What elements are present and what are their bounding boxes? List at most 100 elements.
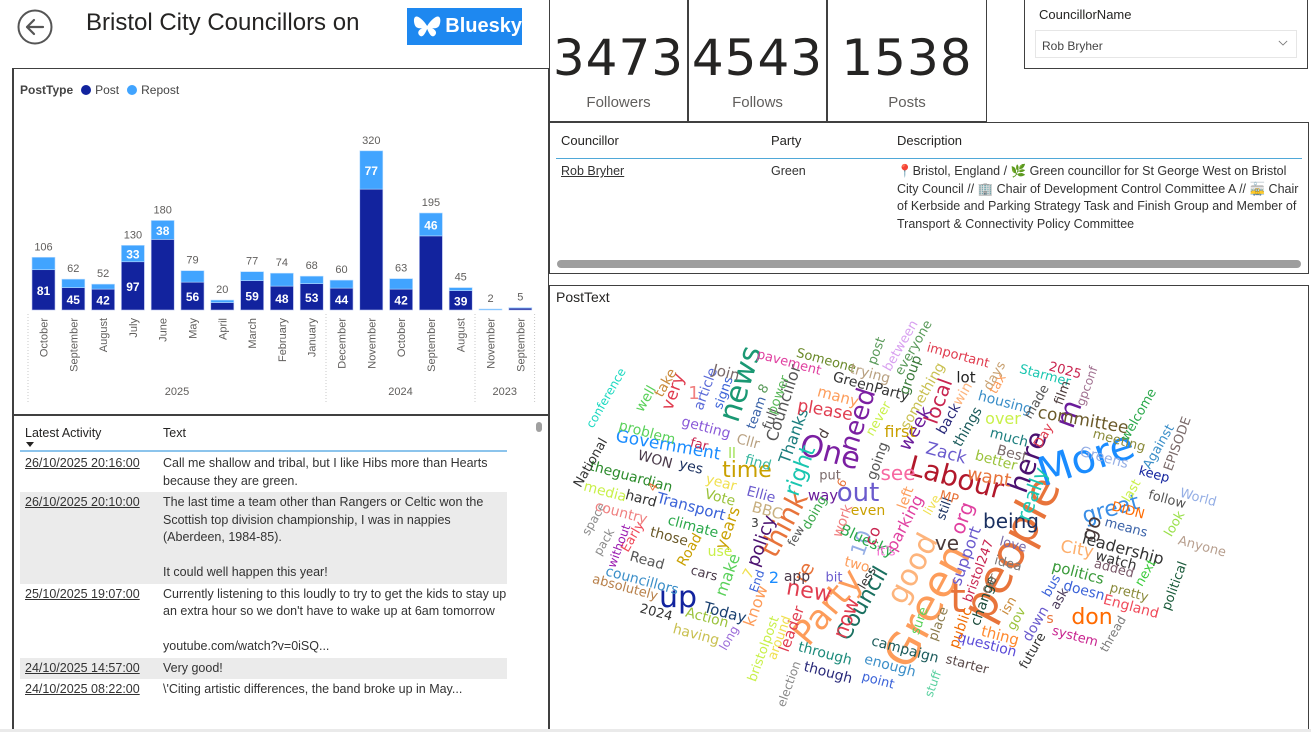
bar-total-label: 60 bbox=[335, 264, 347, 276]
wordcloud-word[interactable]: it's bbox=[876, 544, 896, 560]
bar-repost[interactable] bbox=[61, 278, 86, 288]
legend-post-marker[interactable] bbox=[81, 85, 92, 95]
bar-repost[interactable] bbox=[150, 220, 175, 240]
x-axis-month-label: September bbox=[426, 318, 438, 372]
legend-repost-label[interactable]: Repost bbox=[141, 83, 180, 97]
bar-post[interactable] bbox=[359, 188, 384, 311]
column-header-party[interactable]: Party bbox=[771, 133, 802, 148]
x-axis-year-label: 2025 bbox=[165, 386, 189, 398]
table-row[interactable]: 24/10/2025 14:57:00 Very good! bbox=[20, 657, 507, 679]
table-row[interactable]: 25/10/2025 19:07:00 Currently listening t… bbox=[20, 584, 507, 658]
wordcloud-word[interactable]: time bbox=[722, 458, 772, 483]
wordcloud-word[interactable]: Ellie bbox=[744, 483, 778, 507]
bar-total-label: 5 bbox=[517, 292, 523, 304]
column-header-councillor[interactable]: Councillor bbox=[561, 133, 619, 148]
bar-repost[interactable] bbox=[329, 279, 354, 289]
wordcloud-word[interactable]: app bbox=[783, 569, 811, 585]
bar-post[interactable] bbox=[419, 235, 443, 311]
legend-post-label[interactable]: Post bbox=[95, 83, 120, 97]
column-header-text[interactable]: Text bbox=[163, 426, 186, 440]
wordcloud-word[interactable]: out bbox=[836, 478, 880, 508]
wordcloud-word[interactable]: even bbox=[850, 503, 886, 519]
table-row[interactable]: 26/10/2025 20:10:00 The last time a team … bbox=[20, 492, 507, 584]
wordcloud-word[interactable]: far bbox=[688, 435, 710, 455]
sort-descending-icon[interactable] bbox=[26, 442, 34, 447]
wordcloud-word[interactable]: Read bbox=[627, 548, 667, 574]
bar-repost[interactable] bbox=[419, 212, 443, 237]
chart-legend: PostType Post Repost bbox=[20, 83, 179, 97]
table-row[interactable]: 26/10/2025 20:16:00 Call me shallow and t… bbox=[20, 453, 507, 492]
activity-date-link[interactable]: 25/10/2025 19:07:00 bbox=[25, 586, 140, 601]
x-axis-month-label: April bbox=[217, 318, 229, 340]
column-header-description[interactable]: Description bbox=[897, 133, 963, 148]
back-button[interactable] bbox=[16, 8, 54, 46]
x-axis-month-label: March bbox=[247, 318, 259, 349]
post-text-wordcloud: PostText people Green More Party good Labour O… bbox=[549, 285, 1309, 730]
activity-date-link[interactable]: 26/10/2025 20:10:00 bbox=[25, 495, 140, 509]
activity-date-link[interactable]: 24/10/2025 08:22:00 bbox=[25, 682, 140, 696]
wordcloud-word[interactable]: lot bbox=[956, 368, 976, 387]
wordcloud-word[interactable]: starter bbox=[943, 652, 991, 678]
wordcloud-word[interactable]: 1 bbox=[688, 383, 700, 404]
wordcloud-word[interactable]: over bbox=[985, 409, 1021, 428]
wordcloud-word[interactable]: election bbox=[774, 659, 804, 709]
wordcloud-word[interactable]: put bbox=[819, 468, 841, 484]
wordcloud-word[interactable]: up bbox=[658, 580, 698, 615]
bar-repost[interactable] bbox=[121, 245, 145, 263]
bar-repost[interactable] bbox=[478, 308, 503, 311]
wordcloud-word[interactable]: 3 bbox=[751, 516, 759, 530]
wordcloud-word[interactable]: bit bbox=[825, 570, 843, 586]
bar-chart-svg: 10681October6245September5242August13097… bbox=[27, 135, 536, 404]
bar-total-label: 52 bbox=[97, 268, 109, 280]
kpi-label: Followers bbox=[586, 94, 651, 111]
wordcloud-word[interactable]: first bbox=[884, 422, 916, 441]
wordcloud-word[interactable]: t bbox=[950, 576, 966, 622]
wordcloud-word[interactable]: welcome bbox=[1118, 386, 1160, 444]
wordcloud-word[interactable]: 2 bbox=[768, 568, 780, 587]
wordcloud-word[interactable]: political bbox=[1159, 559, 1191, 613]
horizontal-scrollbar[interactable] bbox=[557, 260, 1301, 268]
bar-post[interactable] bbox=[210, 302, 235, 311]
wordcloud-word[interactable]: see bbox=[880, 461, 916, 485]
wordcloud-word[interactable]: 8 bbox=[755, 381, 773, 397]
kpi-value: 4543 bbox=[691, 29, 824, 87]
wordcloud-word[interactable]: last bbox=[1119, 477, 1145, 505]
wordcloud-word[interactable]: stuff bbox=[921, 668, 945, 700]
wordcloud-word[interactable]: way bbox=[807, 486, 839, 505]
wordcloud-word[interactable]: use bbox=[707, 544, 733, 560]
bar-repost[interactable] bbox=[210, 299, 235, 303]
wordcloud-word[interactable]: s bbox=[1046, 611, 1054, 627]
bluesky-logo: Bluesky bbox=[407, 8, 522, 45]
councillor-name-link[interactable]: Rob Bryher bbox=[561, 164, 625, 178]
bar-repost[interactable] bbox=[240, 271, 264, 281]
wordcloud-word[interactable]: Cllr bbox=[734, 431, 762, 453]
x-axis-year-label: 2023 bbox=[493, 386, 517, 398]
wordcloud-word[interactable]: being bbox=[983, 509, 1039, 533]
bluesky-logo-text: Bluesky bbox=[445, 15, 522, 37]
bar-repost[interactable] bbox=[31, 256, 56, 271]
activity-date-link[interactable]: 26/10/2025 20:16:00 bbox=[25, 456, 140, 470]
column-header-latest-activity[interactable]: Latest Activity bbox=[25, 426, 102, 440]
table-row[interactable]: 24/10/2025 08:22:00 \'Citing artistic dif… bbox=[20, 679, 507, 701]
bar-repost[interactable] bbox=[270, 272, 294, 287]
wordcloud-word[interactable]: ve bbox=[934, 531, 960, 555]
wordcloud-word[interactable]: don bbox=[1071, 605, 1113, 630]
post-text: Very good! bbox=[163, 660, 223, 675]
bar-repost[interactable] bbox=[389, 278, 413, 290]
post-text: Currently listening to this loudly to tr… bbox=[163, 586, 507, 654]
bar-post[interactable] bbox=[150, 239, 175, 311]
bar-repost[interactable] bbox=[180, 270, 205, 283]
wordcloud-word[interactable]: Anyone bbox=[1176, 533, 1228, 561]
bar-post-label: 42 bbox=[394, 294, 408, 308]
bar-total-label: 20 bbox=[216, 284, 228, 296]
councillor-dropdown[interactable]: Rob Bryher bbox=[1035, 30, 1297, 58]
x-axis-year-label: 2024 bbox=[388, 386, 412, 398]
bar-repost[interactable] bbox=[359, 150, 384, 190]
wordcloud-word[interactable]: ll bbox=[728, 446, 736, 462]
bar-repost[interactable] bbox=[448, 287, 473, 291]
activity-date-link[interactable]: 24/10/2025 14:57:00 bbox=[25, 660, 140, 675]
vertical-scrollbar[interactable] bbox=[536, 422, 542, 432]
legend-repost-marker[interactable] bbox=[127, 85, 138, 95]
bar-repost[interactable] bbox=[91, 283, 115, 290]
bar-repost[interactable] bbox=[299, 275, 324, 284]
